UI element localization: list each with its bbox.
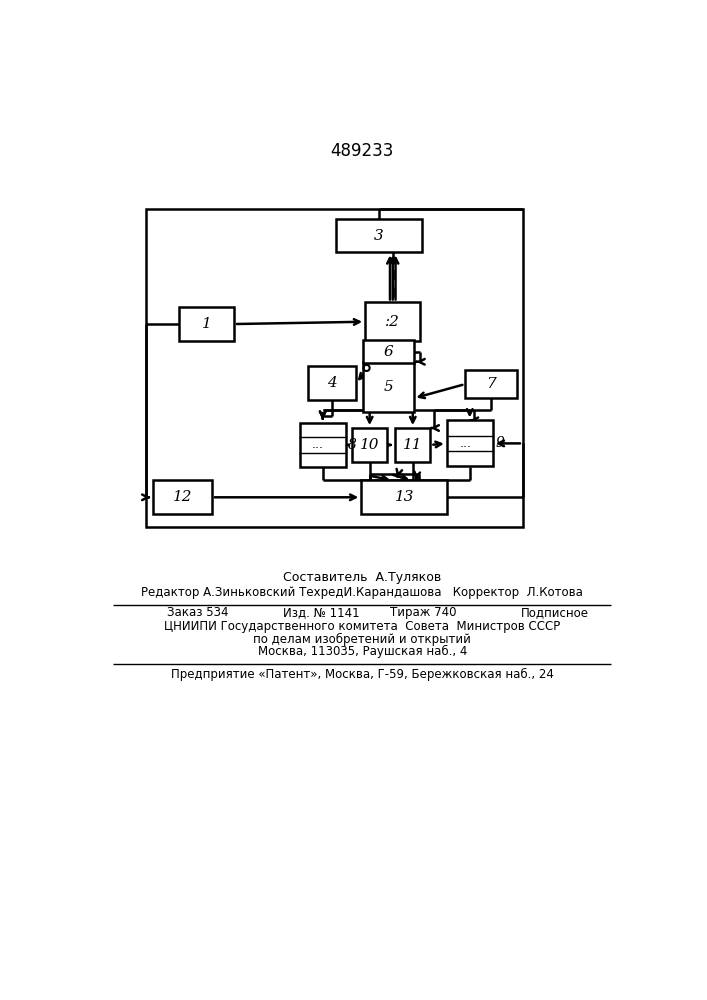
Text: 10: 10 [360,438,380,452]
Text: 12: 12 [173,490,192,504]
Text: Изд. № 1141: Изд. № 1141 [283,606,359,619]
Text: Москва, 113035, Раушская наб., 4: Москва, 113035, Раушская наб., 4 [257,645,467,658]
Bar [447,420,493,466]
Bar [363,340,414,363]
Text: Предприятие «Патент», Москва, Г-59, Бережковская наб., 24: Предприятие «Патент», Москва, Г-59, Бере… [171,668,554,681]
Text: ...: ... [312,438,324,451]
Text: Редактор А.Зиньковский ТехредИ.Карандашова   Корректор  Л.Котова: Редактор А.Зиньковский ТехредИ.Карандашо… [141,586,583,599]
Bar [465,370,518,398]
Text: 6: 6 [383,345,393,359]
Text: 9: 9 [495,436,504,450]
Bar [352,428,387,462]
Text: 7: 7 [486,377,496,391]
Text: 8: 8 [348,438,357,452]
Bar [395,428,431,462]
Bar [300,423,346,467]
Text: Составитель  А.Туляков: Составитель А.Туляков [284,571,441,584]
Bar [153,480,212,514]
Bar [146,209,523,527]
Text: ЦНИИПИ Государственного комитета  Совета  Министров СССР: ЦНИИПИ Государственного комитета Совета … [164,620,561,633]
Bar [308,366,356,400]
Text: Тираж 740: Тираж 740 [390,606,457,619]
Text: :2: :2 [385,315,400,329]
Bar [336,219,422,252]
Text: 5: 5 [383,380,393,394]
Text: 3: 3 [374,229,384,242]
Bar [179,307,234,341]
Text: ...: ... [459,437,471,450]
Text: 13: 13 [395,490,414,504]
Text: 1: 1 [201,317,211,331]
Text: 489233: 489233 [331,142,394,160]
Text: 4: 4 [327,376,337,390]
Text: 11: 11 [403,438,423,452]
Bar [363,362,414,412]
Text: Подписное: Подписное [521,606,590,619]
Text: по делам изобретений и открытий: по делам изобретений и открытий [253,632,472,646]
Text: Заказ 534: Заказ 534 [167,606,228,619]
Bar [365,302,421,341]
Bar [361,480,448,514]
